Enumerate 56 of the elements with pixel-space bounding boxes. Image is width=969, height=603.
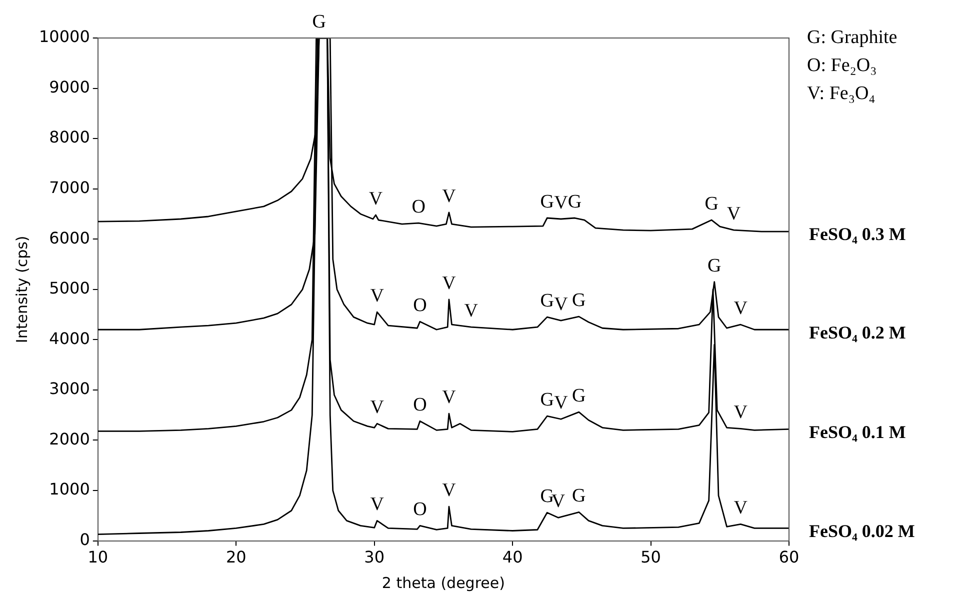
annotation: O <box>413 499 427 520</box>
annotation: V <box>370 397 384 418</box>
y-tick-label: 1000 <box>49 480 90 499</box>
series-label: FeSO₄ 0.3 M <box>809 224 906 244</box>
x-tick-label: 20 <box>226 548 246 567</box>
text: O: Fe₂O₃ <box>807 54 877 76</box>
annotation: V <box>554 392 568 414</box>
y-tick-label: 0 <box>80 530 90 549</box>
y-tick-label: 2000 <box>49 429 90 448</box>
annotation: V <box>442 272 456 294</box>
annotation: G <box>572 386 586 407</box>
annotation: G <box>540 191 554 212</box>
annotation: G <box>540 390 554 411</box>
annotation: G <box>312 11 326 32</box>
annotation: V <box>370 494 384 516</box>
y-tick-label: 10000 <box>38 27 90 46</box>
x-tick-label: 30 <box>364 548 385 567</box>
x-tick-label: 60 <box>778 548 800 567</box>
x-tick-label: 10 <box>88 548 108 567</box>
annotation: V <box>734 402 748 424</box>
annotation: O <box>413 295 427 316</box>
annotation: V <box>554 192 568 214</box>
annotation: V <box>554 294 568 316</box>
series-label: FeSO₄ 0.1 M <box>809 422 906 442</box>
annotation: V <box>370 286 384 307</box>
y-tick-label: 7000 <box>49 178 90 197</box>
annotation: V <box>442 480 456 502</box>
y-tick-label: 5000 <box>49 278 90 298</box>
series-label: FeSO₄ 0.02 M <box>809 520 915 541</box>
annotation: V <box>442 186 456 207</box>
text: G: Graphite <box>807 26 898 48</box>
x-tick-label: 40 <box>502 548 523 567</box>
annotation: G <box>707 255 722 276</box>
y-tick-label: 3000 <box>49 379 90 398</box>
annotation: V <box>734 498 748 519</box>
annotation: V <box>464 300 478 322</box>
x-axis-title: 2 theta (degree) <box>382 574 505 592</box>
y-tick-label: 4000 <box>49 328 90 348</box>
x-tick-label: 50 <box>640 548 661 567</box>
annotation: V <box>726 204 741 225</box>
series-label: FeSO₄ 0.2 M <box>809 322 906 342</box>
y-axis-title: Intensity (cps) <box>12 236 31 344</box>
y-tick-label: 6000 <box>49 228 90 248</box>
annotation: V <box>734 298 748 320</box>
annotation: G <box>572 486 586 507</box>
annotation: O <box>412 196 426 218</box>
annotation: G <box>704 194 719 214</box>
annotation: G <box>568 191 582 212</box>
annotation: O <box>413 394 427 416</box>
annotation: V <box>368 188 383 210</box>
y-tick-label: 8000 <box>49 128 90 147</box>
annotation: G <box>572 290 586 312</box>
text: V: Fe₃O₄ <box>807 82 876 104</box>
y-tick-label: 9000 <box>49 77 90 96</box>
annotation: G <box>540 290 554 312</box>
annotation: V <box>442 387 456 408</box>
